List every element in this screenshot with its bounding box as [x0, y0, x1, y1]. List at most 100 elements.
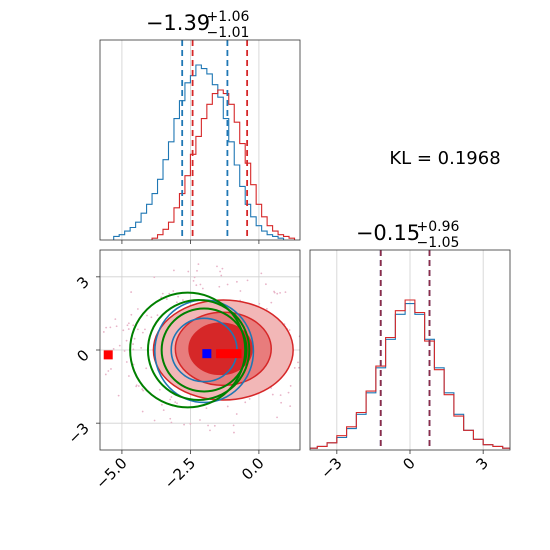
- joint-sample-point: [235, 280, 238, 283]
- joint-sample-point: [207, 424, 209, 427]
- joint-sample-point: [177, 295, 180, 298]
- joint-sample-point: [201, 287, 204, 290]
- joint-sample-point: [132, 363, 135, 366]
- joint-sample-point: [244, 401, 247, 404]
- joint-sample-point: [169, 417, 172, 420]
- joint-sample-point: [195, 284, 198, 287]
- joint-sample-point: [176, 402, 178, 405]
- joint-sample-point: [140, 347, 143, 349]
- joint-sample-point: [136, 308, 139, 310]
- joint-sample-point: [153, 419, 156, 422]
- y-marginal-title-minus: −1.05: [417, 235, 460, 251]
- joint-sample-point: [216, 265, 218, 268]
- joint-sample-point: [130, 291, 133, 293]
- joint-green-circle-2: [160, 307, 248, 393]
- joint-sample-point: [307, 345, 309, 347]
- joint-sample-point: [168, 292, 171, 295]
- joint-sample-point: [117, 394, 120, 397]
- joint-sample-point: [125, 361, 128, 363]
- joint-sample-point: [197, 263, 200, 266]
- joint-sample-point: [150, 316, 153, 319]
- joint-sample-point: [165, 298, 168, 300]
- joint-sample-point: [301, 308, 303, 310]
- joint-x-tick-label-2: 0.0: [238, 454, 268, 484]
- y-marginal-hist-red: [310, 299, 510, 449]
- joint-marker-4: [232, 349, 242, 359]
- joint-y-tick-label-1: 0: [73, 346, 92, 365]
- joint-sample-point: [109, 326, 112, 329]
- joint-sample-point: [258, 302, 261, 305]
- joint-sample-point: [276, 416, 278, 419]
- joint-sample-point: [219, 270, 221, 273]
- joint-sample-point: [196, 269, 198, 272]
- x-marginal-title-center: −1.39: [146, 11, 210, 35]
- joint-sample-point: [248, 397, 251, 400]
- joint-sample-point: [239, 290, 242, 292]
- joint-sample-point: [298, 366, 300, 369]
- y-marginal-tick-label-0: −3: [317, 454, 345, 482]
- x-marginal-title-minus: −1.01: [207, 25, 250, 41]
- y-marginal-title-center: −0.15: [356, 221, 420, 245]
- joint-marker-0: [103, 350, 113, 360]
- joint-sample-point: [132, 343, 134, 345]
- joint-sample-point: [137, 385, 140, 387]
- joint-sample-point: [146, 314, 148, 317]
- joint-sample-point: [289, 405, 292, 408]
- joint-sample-point: [123, 350, 126, 352]
- joint-y-tick-label-2: 3: [73, 273, 92, 292]
- joint-sample-point: [170, 421, 173, 424]
- joint-sample-point: [189, 422, 192, 425]
- joint-sample-point: [213, 424, 216, 427]
- y-marginal-tick-label-1: 0: [399, 454, 418, 473]
- y-marginal-panel: −3 0 3 −0.15+0.96−1.05: [309, 219, 511, 482]
- y-marginal-tick-label-2: 3: [473, 454, 492, 473]
- joint-sample-point: [135, 385, 138, 388]
- joint-sample-point: [226, 405, 229, 408]
- joint-sample-point: [127, 322, 130, 325]
- joint-marker-3: [224, 349, 234, 359]
- joint-sample-point: [114, 318, 117, 321]
- joint-sample-point: [175, 301, 178, 304]
- joint-sample-point: [287, 391, 290, 394]
- joint-sample-point: [122, 329, 125, 332]
- joint-sample-point: [118, 344, 121, 347]
- joint-sample-point: [110, 368, 112, 370]
- x-marginal-panel: −1.39+1.06−1.01: [99, 9, 301, 244]
- joint-sample-point: [297, 361, 299, 364]
- joint-sample-point: [265, 307, 268, 310]
- joint-sample-point: [136, 328, 139, 331]
- joint-sample-point: [270, 301, 273, 304]
- joint-sample-point: [169, 398, 172, 401]
- joint-panel: −5.0 −2.5 0.0 −3 0 3: [64, 249, 309, 493]
- joint-sample-point: [221, 267, 224, 270]
- joint-sample-point: [156, 314, 159, 317]
- joint-sample-point: [153, 276, 156, 279]
- joint-sample-point: [142, 389, 145, 392]
- joint-sample-point: [132, 348, 135, 351]
- joint-sample-point: [112, 347, 115, 350]
- joint-sample-point: [141, 331, 144, 334]
- joint-sample-point: [218, 285, 221, 288]
- joint-sample-point: [161, 292, 164, 295]
- joint-sample-point: [187, 270, 190, 273]
- joint-sample-point: [289, 385, 292, 387]
- joint-sample-point: [172, 290, 175, 292]
- joint-sample-point: [145, 367, 148, 370]
- joint-sample-point: [115, 325, 118, 328]
- joint-sample-point: [102, 331, 105, 333]
- x-marginal-title-plus: +1.06: [207, 9, 250, 25]
- joint-sample-point: [199, 283, 202, 286]
- joint-sample-point: [183, 423, 185, 426]
- joint-sample-point: [162, 409, 165, 412]
- joint-sample-point: [105, 326, 108, 329]
- x-marginal-hist-blue: [113, 64, 285, 240]
- joint-sample-point: [260, 272, 263, 275]
- joint-sample-point: [174, 401, 177, 403]
- x-marginal-frame: [99, 39, 301, 241]
- joint-sample-point: [271, 393, 274, 396]
- joint-sample-point: [273, 291, 276, 294]
- joint-sample-point: [104, 373, 107, 376]
- joint-green-circle-1: [146, 299, 251, 401]
- joint-sample-point: [199, 419, 201, 421]
